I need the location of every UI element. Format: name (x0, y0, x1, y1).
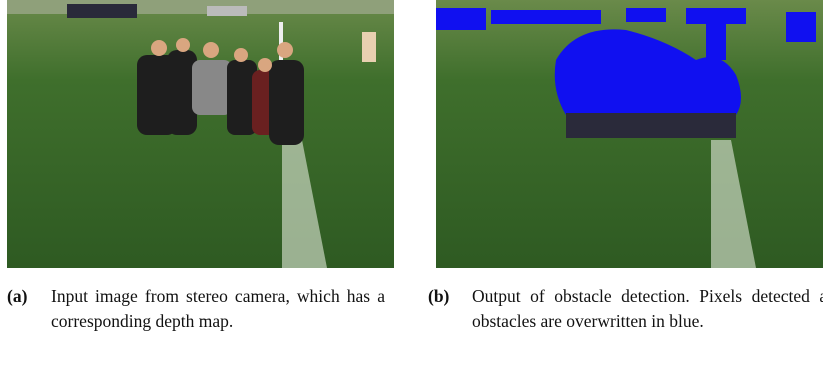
input-image (7, 0, 394, 268)
output-image (436, 0, 823, 268)
caption-b: (b) Output of obstacle detection. Pixels… (428, 284, 823, 374)
caption-text: Output of obstacle detection. Pixels det… (472, 284, 823, 333)
subfigure-label: (a) (7, 284, 27, 309)
caption-text: Input image from stereo camera, which ha… (51, 284, 385, 333)
subfigure-label: (b) (428, 284, 449, 309)
page: (a) Input image from stereo camera, whic… (0, 0, 823, 379)
